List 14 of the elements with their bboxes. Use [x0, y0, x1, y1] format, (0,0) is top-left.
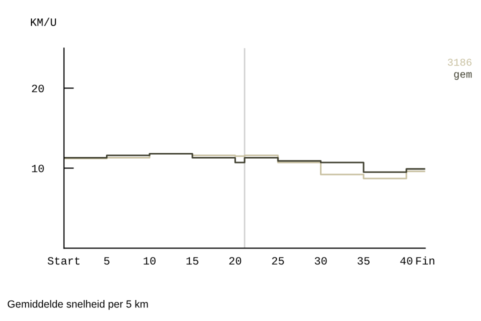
x-tick-label: 15	[186, 257, 198, 265]
text: 3186	[448, 58, 472, 66]
x-tick-label: 30	[314, 257, 327, 265]
text: gem	[454, 72, 472, 80]
text: Gemiddelde snelheid per 5 km	[8, 300, 148, 310]
x-tick-label: Start	[48, 257, 80, 265]
x-tick-label: 35	[358, 257, 370, 265]
x-tick-label: 5	[104, 257, 110, 265]
x-tick-label: 40	[400, 257, 412, 265]
x-tick-label: Fin	[416, 256, 434, 265]
x-tick-label: 25	[272, 257, 284, 265]
x-tick-label: 10	[144, 257, 156, 265]
y-axis-title: KM/U	[30, 18, 56, 26]
x-tick-label: 20	[229, 257, 242, 265]
